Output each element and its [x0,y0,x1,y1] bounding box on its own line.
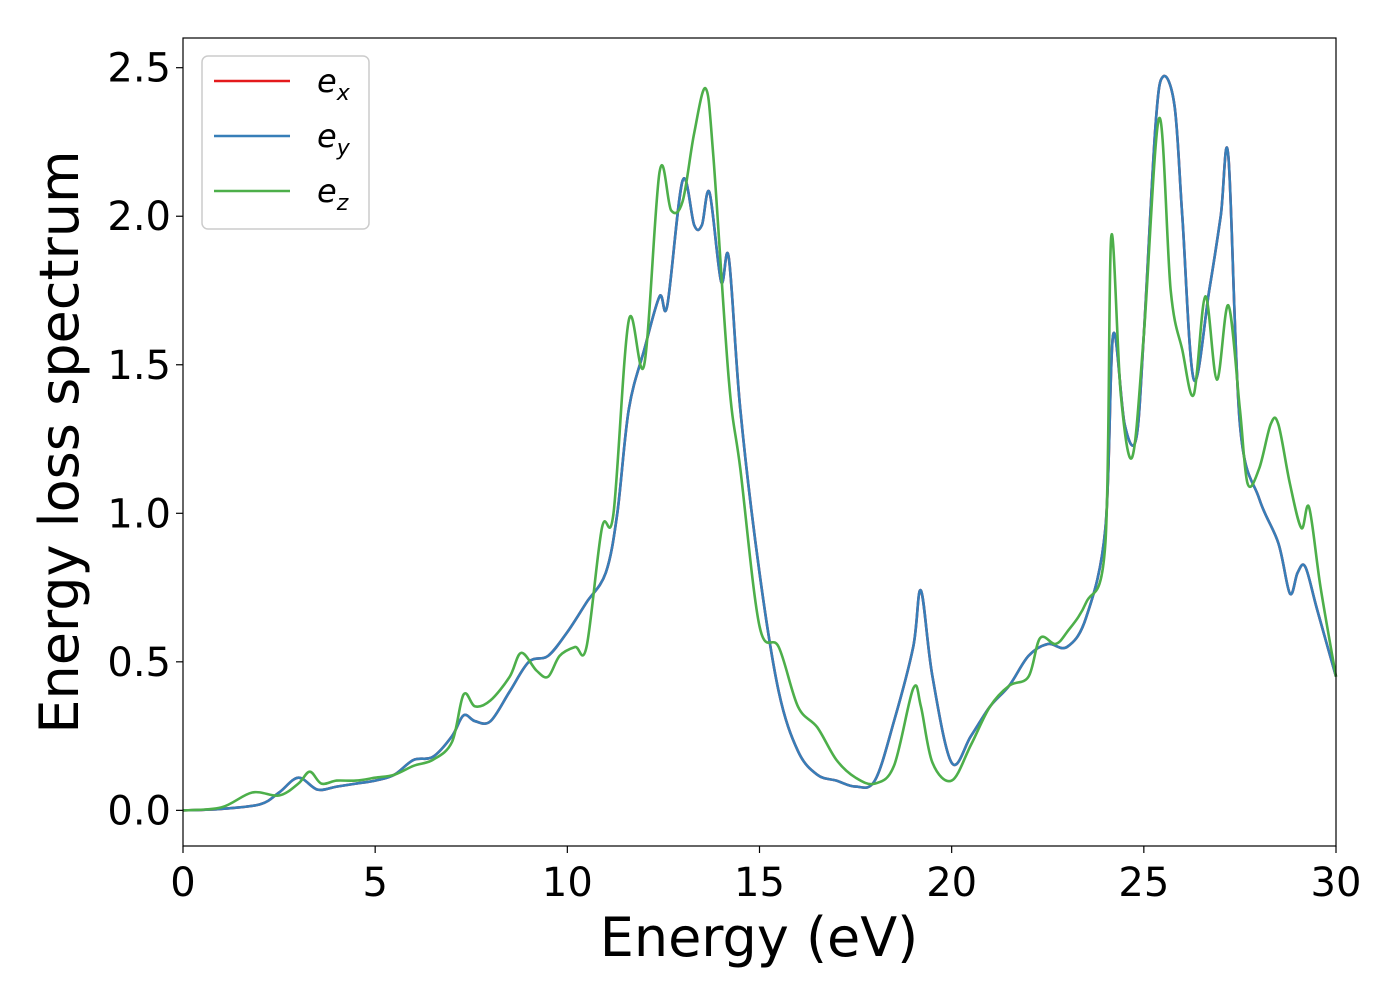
x-axis-ticks: 0 5 10 15 20 25 30 [170,846,1361,906]
legend-label-y: ey [317,117,351,161]
y-axis-ticks: 0.0 0.5 1.0 1.5 2.0 2.5 [107,46,183,834]
y-tick-label: 2.5 [107,46,171,92]
series-layer [182,74,1338,812]
y-tick-label: 0.0 [107,788,171,834]
y-tick-label: 0.5 [107,640,171,686]
x-axis-label: Energy (eV) [600,906,919,969]
x-tick-label: 30 [1311,860,1362,906]
legend-label-x: ex [317,62,351,106]
y-tick-label: 2.0 [107,194,171,240]
legend-box [201,55,370,230]
legend: ex ey ez [201,55,370,230]
x-tick-label: 0 [170,860,195,906]
series-line-z [182,87,1338,812]
x-tick-label: 15 [734,860,785,906]
x-tick-label: 5 [362,860,387,906]
x-tick-label: 10 [542,860,593,906]
legend-label-z: ez [317,172,349,216]
y-tick-label: 1.0 [107,491,171,537]
y-axis-label: Energy loss spectrum [28,150,91,733]
x-tick-label: 25 [1118,860,1169,906]
series-line-y [182,74,1338,812]
plot-area [183,38,1336,846]
y-tick-label: 1.5 [107,343,171,389]
x-tick-label: 20 [926,860,977,906]
